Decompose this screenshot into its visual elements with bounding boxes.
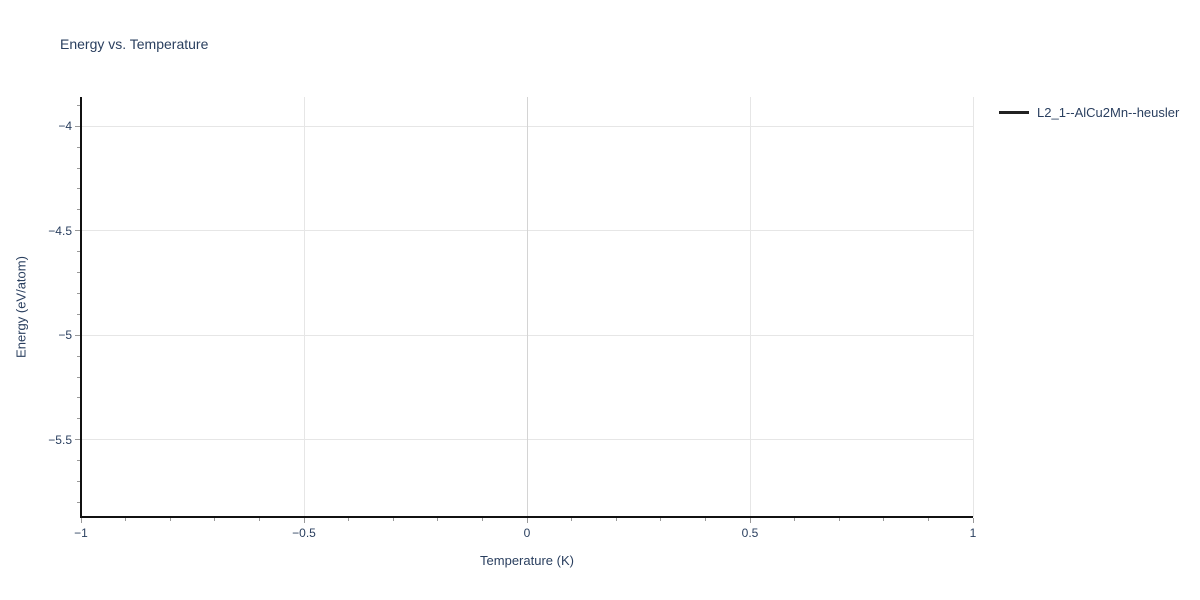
x-minor-tick [169,518,171,521]
x-minor-tick [838,518,840,521]
x-tick-label: 0 [523,526,531,540]
y-tick [75,230,80,232]
x-minor-tick [125,518,127,521]
x-minor-tick [392,518,394,521]
x-minor-tick [615,518,617,521]
x-tick-label: 0.5 [741,526,759,540]
x-tick [303,518,305,523]
x-minor-tick [258,518,260,521]
y-minor-tick [77,501,80,503]
x-axis-title: Temperature (K) [480,553,574,568]
y-minor-tick [77,188,80,190]
y-tick [75,125,80,127]
x-gridline [749,97,751,517]
series-layer [81,97,973,517]
legend-label: L2_1--AlCu2Mn--heusler [1037,105,1180,120]
y-axis-line [80,97,82,518]
plot-area[interactable]: −1 −0.5 0 0.5 1 −4 −4.5 −5 −5.5 [48,97,976,540]
y-minor-tick [77,167,80,169]
x-gridline [526,97,528,517]
y-minor-tick [77,292,80,294]
x-tick-label: −0.5 [292,526,316,540]
y-minor-tick [77,355,80,357]
x-minor-tick [348,518,350,521]
y-minor-tick [77,104,80,106]
y-tick-label: −4.5 [48,223,72,238]
y-minor-tick [77,397,80,399]
y-tick-label: −4 [58,119,72,134]
y-axis-title: Energy (eV/atom) [13,256,29,358]
x-tick-label: 1 [969,526,977,540]
x-gridline [972,97,974,517]
x-minor-tick [437,518,439,521]
x-tick [526,518,528,523]
y-minor-tick [77,313,80,315]
y-tick [75,334,80,336]
x-minor-tick [214,518,216,521]
x-minor-tick [883,518,885,521]
line-swatch-icon [999,111,1029,114]
y-tick-label: −5 [58,328,72,343]
x-minor-tick [481,518,483,521]
x-tick [749,518,751,523]
y-tick [75,439,80,441]
legend: L2_1--AlCu2Mn--heusler [999,105,1179,120]
y-minor-tick [77,209,80,211]
x-minor-tick [704,518,706,521]
y-minor-tick [77,272,80,274]
y-minor-tick [77,480,80,482]
y-minor-tick [77,251,80,253]
x-axis-line [80,516,973,518]
x-tick [972,518,974,523]
x-tick-label: −1 [74,526,88,540]
x-tick [80,518,82,523]
y-tick-label: −5.5 [48,432,72,447]
y-minor-tick [77,376,80,378]
y-minor-tick [77,460,80,462]
y-minor-tick [77,418,80,420]
x-gridline [303,97,305,517]
legend-item[interactable]: L2_1--AlCu2Mn--heusler [999,105,1179,120]
x-minor-tick [660,518,662,521]
x-minor-tick [571,518,573,521]
x-minor-tick [794,518,796,521]
x-minor-tick [927,518,929,521]
y-minor-tick [77,146,80,148]
chart-title: Energy vs. Temperature [60,36,209,52]
